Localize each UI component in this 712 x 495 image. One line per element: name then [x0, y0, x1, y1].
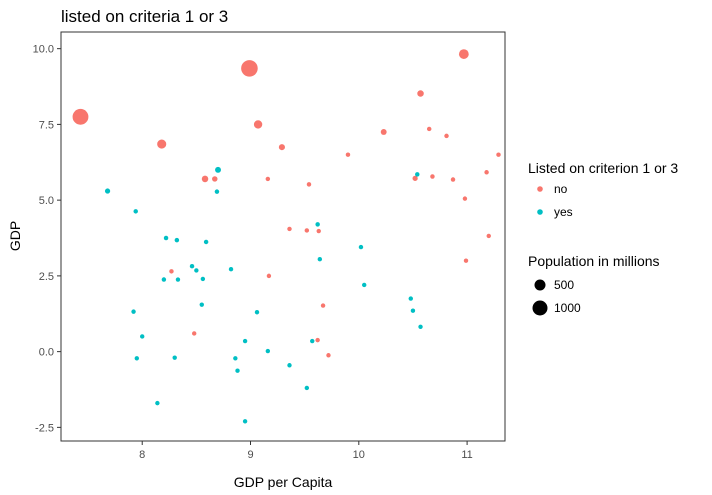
data-point-no	[278, 144, 285, 151]
data-point-no	[304, 228, 310, 233]
data-point-no	[287, 226, 292, 232]
data-point-yes	[104, 188, 111, 194]
legend-label-no: no	[554, 182, 568, 196]
legend-label-size-500: 500	[554, 278, 574, 292]
data-point-yes	[254, 310, 260, 315]
legend-label-size-1000: 1000	[554, 301, 581, 315]
data-point-yes	[133, 209, 138, 214]
legend-key-size-1000	[532, 300, 548, 316]
data-point-no	[192, 331, 197, 336]
legend-key-no	[537, 186, 543, 192]
data-point-yes	[134, 356, 140, 361]
data-point-no	[157, 139, 167, 149]
data-point-no	[450, 177, 456, 182]
data-point-no	[320, 303, 326, 308]
data-point-yes	[310, 338, 315, 344]
data-point-yes	[140, 334, 145, 339]
legend-key-yes	[537, 209, 543, 215]
points-layer	[72, 49, 501, 424]
data-point-yes	[410, 308, 416, 313]
data-point-no	[169, 269, 174, 274]
data-point-no	[412, 175, 418, 181]
data-point-no	[380, 129, 387, 135]
data-point-no	[462, 196, 468, 201]
data-point-no	[72, 108, 89, 125]
data-point-yes	[362, 282, 367, 288]
data-point-no	[444, 133, 449, 139]
data-point-yes	[161, 277, 167, 282]
data-point-yes	[174, 237, 180, 243]
data-point-yes	[172, 355, 177, 360]
chart-title: listed on criteria 1 or 3	[61, 7, 228, 26]
data-point-no	[253, 120, 263, 129]
y-tick-label: 5.0	[39, 195, 54, 207]
x-axis-title: GDP per Capita	[234, 474, 333, 490]
plot-panel	[60, 31, 506, 442]
data-point-no	[306, 182, 312, 187]
data-point-no	[496, 152, 501, 157]
data-point-yes	[200, 276, 206, 282]
data-point-no	[484, 170, 489, 175]
y-tick-label: 0.0	[39, 347, 54, 359]
data-point-yes	[418, 324, 423, 329]
y-tick-label: -2.5	[35, 422, 54, 434]
data-point-yes	[242, 419, 248, 424]
data-point-yes	[265, 348, 271, 354]
data-point-no	[458, 49, 469, 59]
data-point-yes	[317, 257, 323, 262]
legend-label-yes: yes	[554, 205, 573, 219]
data-point-no	[417, 90, 424, 97]
x-tick-label: 9	[247, 449, 253, 461]
data-point-yes	[189, 263, 195, 269]
data-point-no	[201, 175, 209, 183]
y-axis-title: GDP	[7, 221, 23, 251]
data-point-yes	[163, 235, 169, 241]
data-point-yes	[415, 172, 420, 177]
ticks-layer: 8 9 10 11 -2.5 0.0 2.5 5.0 7.5 10.0	[33, 44, 473, 461]
data-point-yes	[175, 277, 181, 282]
data-point-no	[265, 176, 271, 182]
data-point-no	[430, 174, 435, 179]
data-point-yes	[228, 267, 234, 272]
size-legend-title: Population in millions	[528, 253, 660, 269]
data-point-yes	[215, 166, 221, 173]
data-point-no	[426, 126, 432, 132]
data-point-no	[326, 353, 331, 358]
data-point-yes	[235, 368, 240, 373]
y-tick-label: 7.5	[39, 119, 54, 131]
data-point-yes	[287, 363, 292, 368]
data-point-no	[486, 233, 491, 239]
data-point-yes	[131, 309, 136, 314]
x-tick-label: 11	[461, 449, 472, 461]
data-point-no	[241, 60, 258, 77]
legend: Listed on criterion 1 or 3 no yes Popula…	[528, 160, 678, 316]
data-point-yes	[408, 296, 413, 301]
data-point-yes	[304, 385, 310, 391]
data-point-no	[212, 176, 218, 182]
y-tick-label: 2.5	[39, 271, 54, 283]
x-tick-label: 10	[353, 449, 365, 461]
color-legend-title: Listed on criterion 1 or 3	[528, 160, 678, 176]
data-point-yes	[194, 268, 199, 273]
data-point-yes	[203, 239, 209, 245]
data-point-no	[316, 228, 321, 234]
data-point-no	[463, 258, 469, 263]
legend-key-size-500	[534, 279, 546, 291]
y-tick-label: 10.0	[33, 44, 54, 56]
x-tick-label: 8	[139, 449, 145, 461]
data-point-yes	[315, 222, 320, 227]
data-point-no	[345, 152, 351, 157]
data-point-no	[266, 273, 272, 279]
data-point-yes	[155, 400, 160, 406]
data-point-yes	[242, 338, 248, 344]
data-point-yes	[358, 244, 364, 250]
data-point-yes	[214, 189, 220, 194]
data-point-yes	[199, 302, 204, 307]
data-point-yes	[233, 356, 238, 361]
data-point-no	[315, 337, 320, 343]
